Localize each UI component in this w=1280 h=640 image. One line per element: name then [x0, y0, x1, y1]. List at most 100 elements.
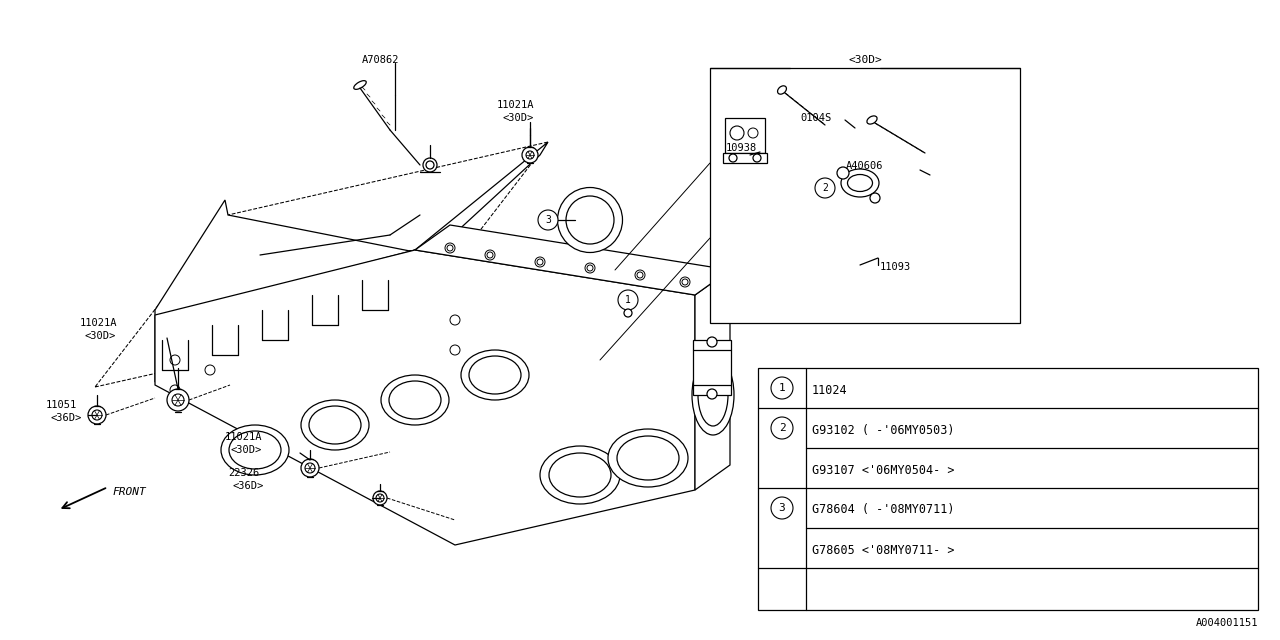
Ellipse shape [353, 81, 366, 90]
Circle shape [376, 494, 384, 502]
Ellipse shape [212, 318, 238, 332]
Circle shape [707, 389, 717, 399]
Text: <30D>: <30D> [849, 55, 882, 65]
Circle shape [588, 265, 593, 271]
Ellipse shape [617, 436, 678, 480]
Text: 11051: 11051 [46, 400, 77, 410]
Circle shape [682, 279, 689, 285]
Circle shape [753, 154, 762, 162]
Ellipse shape [308, 406, 361, 444]
Circle shape [535, 257, 545, 267]
Ellipse shape [692, 355, 733, 435]
Circle shape [618, 290, 637, 310]
Text: 1: 1 [625, 295, 631, 305]
Ellipse shape [867, 116, 877, 124]
Circle shape [837, 167, 849, 179]
Circle shape [362, 263, 372, 273]
Circle shape [730, 154, 737, 162]
Text: 10938: 10938 [726, 143, 758, 153]
Text: G78605 <'08MY0711- >: G78605 <'08MY0711- > [812, 543, 955, 557]
Circle shape [451, 345, 460, 355]
Circle shape [538, 210, 558, 230]
Circle shape [538, 259, 543, 265]
Ellipse shape [777, 86, 786, 94]
Text: <30D>: <30D> [502, 113, 534, 123]
Ellipse shape [206, 314, 244, 336]
Ellipse shape [356, 269, 394, 291]
Text: 2: 2 [778, 423, 786, 433]
Ellipse shape [301, 400, 369, 450]
Circle shape [870, 193, 881, 203]
Circle shape [170, 355, 180, 365]
Circle shape [178, 323, 188, 333]
Text: 3: 3 [545, 215, 550, 225]
Text: 3: 3 [778, 503, 786, 513]
Ellipse shape [566, 196, 614, 244]
Circle shape [485, 250, 495, 260]
Circle shape [426, 161, 434, 169]
Polygon shape [695, 270, 730, 490]
Ellipse shape [256, 299, 294, 321]
Circle shape [748, 128, 758, 138]
Text: 2: 2 [822, 183, 828, 193]
Circle shape [278, 293, 288, 303]
Circle shape [447, 245, 453, 251]
Ellipse shape [540, 446, 620, 504]
Circle shape [585, 263, 595, 273]
Ellipse shape [389, 381, 442, 419]
Text: G93107 <'06MY0504- >: G93107 <'06MY0504- > [812, 463, 955, 477]
Circle shape [637, 272, 643, 278]
Circle shape [166, 389, 189, 411]
Circle shape [486, 252, 493, 258]
Circle shape [205, 365, 215, 375]
Polygon shape [155, 200, 420, 318]
Polygon shape [415, 142, 548, 270]
Circle shape [262, 293, 273, 303]
Ellipse shape [549, 453, 611, 497]
Ellipse shape [698, 364, 728, 426]
Circle shape [92, 410, 102, 420]
Circle shape [815, 178, 835, 198]
Text: G93102 ( -'06MY0503): G93102 ( -'06MY0503) [812, 424, 955, 436]
Text: A70862: A70862 [362, 55, 399, 65]
Ellipse shape [163, 333, 188, 347]
Text: FRONT: FRONT [113, 487, 146, 497]
Ellipse shape [262, 303, 288, 317]
Bar [710, 68, 1020, 323]
Circle shape [771, 417, 794, 439]
Circle shape [372, 491, 387, 505]
Text: 11024: 11024 [812, 383, 847, 397]
Circle shape [445, 243, 454, 253]
Bar [692, 340, 731, 395]
Circle shape [451, 315, 460, 325]
Polygon shape [415, 225, 730, 295]
Ellipse shape [221, 425, 289, 475]
Ellipse shape [461, 350, 529, 400]
Text: <30D>: <30D> [230, 445, 261, 455]
Ellipse shape [468, 356, 521, 394]
Circle shape [301, 459, 319, 477]
Text: 1: 1 [778, 383, 786, 393]
Text: A40606: A40606 [846, 161, 883, 171]
Circle shape [625, 309, 632, 317]
Bar [758, 368, 1258, 610]
Circle shape [328, 278, 338, 288]
Circle shape [422, 158, 436, 172]
Text: 11093: 11093 [881, 262, 911, 272]
Ellipse shape [847, 175, 873, 191]
Text: 11021A: 11021A [497, 100, 535, 110]
Circle shape [228, 308, 238, 318]
Circle shape [707, 337, 717, 347]
Circle shape [172, 394, 184, 406]
Ellipse shape [306, 284, 344, 306]
Text: <36D>: <36D> [232, 481, 264, 491]
Text: G78604 ( -'08MY0711): G78604 ( -'08MY0711) [812, 504, 955, 516]
Text: 22326: 22326 [228, 468, 260, 478]
Circle shape [305, 463, 315, 473]
Ellipse shape [362, 273, 388, 287]
Bar [724, 118, 765, 153]
Ellipse shape [841, 169, 879, 197]
Ellipse shape [381, 375, 449, 425]
Ellipse shape [312, 288, 338, 302]
Circle shape [88, 406, 106, 424]
